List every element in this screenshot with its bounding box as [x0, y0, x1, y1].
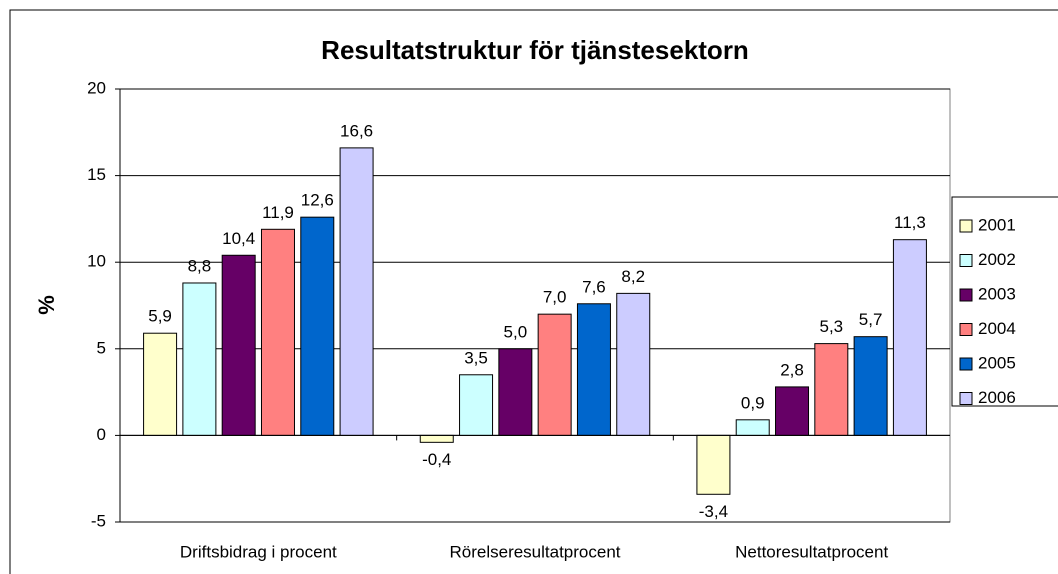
legend-label: 2003: [978, 284, 1016, 303]
legend-label: 2005: [978, 353, 1016, 372]
data-label: 2,8: [780, 360, 804, 379]
bar: [419, 434, 454, 443]
legend-swatch: [959, 392, 973, 405]
bar: [616, 292, 651, 436]
bar: [339, 147, 374, 436]
bar: [735, 419, 770, 436]
legend-label: 2001: [978, 215, 1016, 234]
data-label: 0,9: [741, 393, 765, 412]
data-label: 5,9: [148, 307, 172, 326]
bar: [143, 332, 178, 436]
x-tick-label: Rörelseresultatprocent: [449, 542, 620, 561]
bar: [260, 228, 295, 436]
bar: [775, 386, 810, 436]
x-tick-label: Nettoresultatprocent: [735, 542, 888, 561]
y-axis-label: %: [34, 295, 59, 315]
y-tick-label: 15: [87, 165, 106, 184]
x-tick-label: Driftsbidrag i procent: [180, 542, 337, 561]
data-label: 7,0: [543, 288, 567, 307]
data-label: -0,4: [422, 450, 451, 469]
legend-swatch: [959, 254, 973, 267]
y-tick-label: 5: [97, 338, 106, 357]
legend-swatch: [959, 219, 973, 233]
legend-swatch: [959, 288, 973, 302]
y-tick-label: -5: [91, 511, 106, 530]
data-label: 7,6: [582, 277, 606, 296]
bar: [576, 303, 611, 436]
bar: [892, 239, 927, 436]
data-label: 5,0: [504, 322, 528, 341]
y-tick-label: 20: [87, 78, 106, 97]
plot-area: [119, 88, 951, 523]
data-label: 10,4: [222, 229, 255, 248]
legend-swatch: [959, 323, 973, 336]
legend-label: 2006: [978, 388, 1016, 407]
bar: [300, 216, 335, 436]
chart-title: Resultatstruktur för tjänstesektorn: [321, 35, 749, 65]
bar: [814, 343, 849, 436]
data-label: 5,7: [859, 310, 883, 329]
data-label: 8,2: [621, 267, 645, 286]
bar: [182, 282, 217, 436]
data-label: 5,3: [819, 317, 843, 336]
data-label: 8,8: [188, 256, 212, 275]
bar: [696, 434, 731, 495]
y-tick-label: 0: [97, 425, 106, 444]
bar: [459, 374, 494, 436]
legend-swatch: [959, 357, 973, 371]
data-label: -3,4: [699, 502, 728, 521]
bar: [537, 313, 572, 436]
data-label: 16,6: [340, 121, 373, 140]
legend-label: 2004: [978, 319, 1016, 338]
bar: [853, 336, 888, 436]
bar: [498, 348, 533, 436]
y-tick-label: 10: [87, 252, 106, 271]
bar: [221, 254, 256, 436]
data-label: 3,5: [464, 348, 488, 367]
legend-label: 2002: [978, 250, 1016, 269]
data-label: 12,6: [301, 191, 334, 210]
data-label: 11,3: [894, 213, 926, 232]
data-label: 11,9: [262, 203, 294, 222]
